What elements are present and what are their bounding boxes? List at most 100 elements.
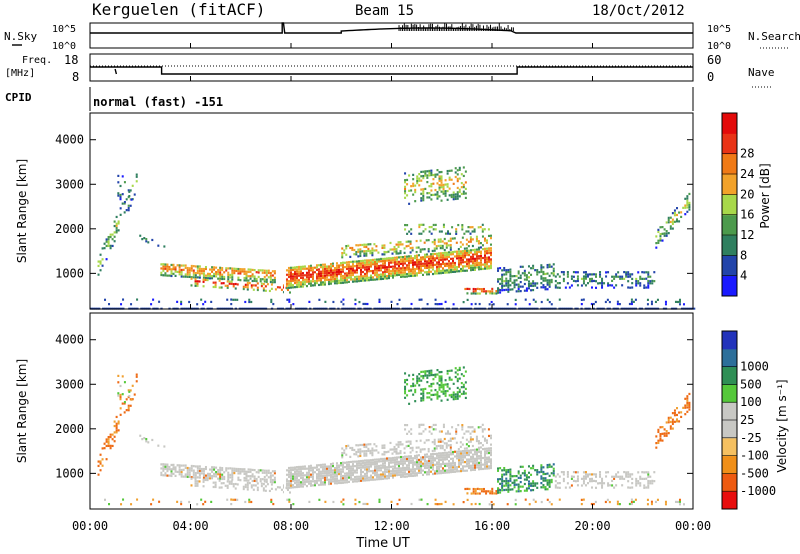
velocity-cell bbox=[291, 473, 294, 476]
power-cell bbox=[536, 269, 539, 272]
power-cell bbox=[464, 170, 467, 173]
velocity-cell bbox=[359, 479, 362, 482]
power-cell bbox=[273, 281, 276, 284]
velocity-cell bbox=[607, 471, 610, 474]
velocity-cell bbox=[449, 439, 452, 442]
velocity-cell bbox=[489, 460, 492, 463]
velocity-cell bbox=[413, 457, 416, 460]
power-cell bbox=[437, 270, 440, 273]
velocity-cell bbox=[441, 458, 444, 461]
velocity-cell bbox=[684, 397, 687, 400]
velocity-cell bbox=[263, 469, 266, 472]
power-cell bbox=[291, 277, 294, 280]
power-cell bbox=[211, 277, 214, 280]
velocity-cell bbox=[409, 451, 412, 454]
velocity-cell bbox=[645, 486, 648, 489]
velocity-cell bbox=[418, 372, 421, 376]
velocity-cell bbox=[321, 474, 324, 478]
velocity-cell bbox=[450, 393, 453, 397]
power-cell bbox=[401, 262, 404, 265]
power-cell bbox=[429, 255, 432, 258]
power-cell bbox=[297, 265, 300, 269]
power-cell bbox=[375, 278, 378, 281]
power-cell bbox=[489, 258, 492, 261]
velocity-cell bbox=[369, 452, 372, 455]
power-cell bbox=[523, 289, 526, 292]
power-cell bbox=[554, 279, 557, 283]
power-cell bbox=[572, 279, 575, 283]
velocity-cell bbox=[123, 402, 126, 405]
power-cell bbox=[478, 288, 481, 291]
velocity-cell bbox=[219, 477, 222, 480]
power-cell bbox=[170, 268, 173, 271]
velocity-cell bbox=[246, 483, 249, 486]
velocity-cell bbox=[671, 418, 674, 421]
velocity-cell bbox=[211, 470, 214, 473]
power-cell bbox=[461, 258, 464, 262]
velocity-cell bbox=[202, 503, 205, 506]
velocity-cell bbox=[225, 467, 228, 470]
power-cell bbox=[335, 270, 338, 274]
power-cell bbox=[329, 278, 332, 281]
power-cell bbox=[347, 272, 350, 275]
power-cell bbox=[125, 198, 128, 201]
velocity-cell bbox=[347, 444, 350, 447]
power-cell bbox=[437, 272, 440, 275]
velocity-cell bbox=[507, 490, 510, 493]
velocity-cell bbox=[325, 478, 328, 481]
power-cell bbox=[449, 244, 452, 247]
power-cell bbox=[237, 278, 240, 281]
velocity-cell bbox=[367, 479, 370, 482]
colorbar-swatch bbox=[722, 491, 737, 510]
velocity-cell bbox=[481, 430, 484, 433]
velocity-cell bbox=[383, 468, 386, 471]
power-cell bbox=[467, 249, 470, 252]
velocity-cell bbox=[465, 438, 468, 441]
power-cell bbox=[485, 241, 488, 244]
velocity-cell bbox=[446, 398, 449, 401]
velocity-cell bbox=[393, 472, 396, 475]
power-cell bbox=[580, 277, 583, 280]
power-cell bbox=[129, 189, 132, 192]
velocity-cell bbox=[248, 481, 251, 485]
velocity-cell bbox=[295, 479, 298, 482]
power-cell bbox=[363, 250, 366, 253]
power-cell bbox=[381, 244, 384, 247]
power-cell bbox=[430, 173, 433, 177]
power-cell bbox=[449, 239, 452, 242]
power-cell bbox=[383, 277, 386, 280]
velocity-cell bbox=[212, 481, 215, 484]
power-cell bbox=[430, 189, 433, 192]
power-cell bbox=[367, 263, 370, 266]
velocity-cell bbox=[505, 471, 508, 474]
power-cell bbox=[686, 195, 689, 198]
power-cell bbox=[343, 274, 346, 278]
power-cell bbox=[391, 256, 394, 260]
velocity-cell bbox=[457, 423, 460, 427]
velocity-cell bbox=[365, 470, 368, 473]
velocity-cell bbox=[364, 502, 367, 506]
velocity-cell bbox=[449, 444, 452, 447]
colorbar-tick-label: 8 bbox=[740, 248, 747, 262]
velocity-cell bbox=[473, 466, 476, 469]
power-cell bbox=[335, 264, 338, 267]
velocity-cell bbox=[659, 433, 662, 436]
power-cell bbox=[166, 267, 169, 271]
power-cell bbox=[395, 258, 398, 261]
power-cell bbox=[507, 290, 510, 293]
velocity-cell bbox=[588, 477, 591, 481]
power-cell bbox=[237, 269, 240, 273]
power-cell bbox=[123, 202, 126, 205]
velocity-cell bbox=[347, 476, 350, 479]
velocity-cell bbox=[147, 441, 150, 444]
power-cell bbox=[443, 251, 446, 254]
power-cell bbox=[357, 266, 360, 270]
velocity-cell bbox=[487, 456, 490, 459]
velocity-cell bbox=[444, 383, 447, 386]
velocity-cell bbox=[395, 448, 398, 451]
velocity-cell bbox=[301, 467, 304, 470]
power-cell bbox=[405, 257, 408, 261]
power-cell bbox=[421, 273, 424, 276]
power-cell bbox=[397, 252, 400, 255]
